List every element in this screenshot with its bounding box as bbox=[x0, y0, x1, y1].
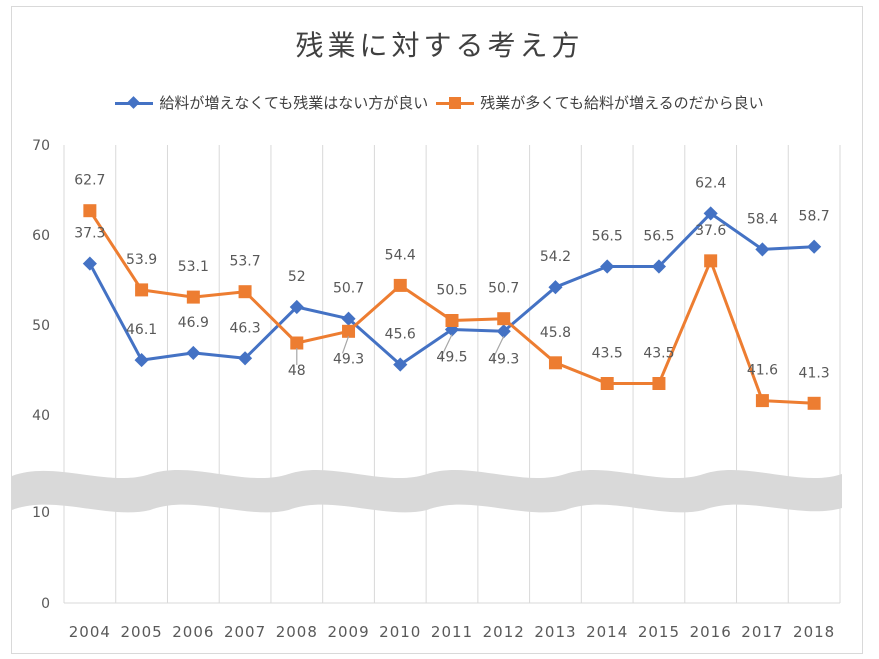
y-tick-label: 40 bbox=[32, 408, 50, 424]
x-tick-label: 2013 bbox=[534, 623, 576, 641]
data-point-marker bbox=[652, 377, 666, 390]
data-label: 41.6 bbox=[747, 363, 778, 379]
data-point-marker bbox=[186, 290, 200, 304]
data-label: 46.9 bbox=[178, 315, 209, 331]
axis-break-band bbox=[12, 469, 842, 513]
data-label: 46.1 bbox=[126, 322, 157, 338]
data-point-marker bbox=[342, 324, 356, 338]
data-label: 56.5 bbox=[592, 229, 623, 245]
x-tick-label: 2018 bbox=[793, 623, 835, 641]
data-label: 53.9 bbox=[126, 252, 157, 268]
data-label: 41.3 bbox=[799, 365, 830, 381]
data-point-marker bbox=[290, 336, 304, 350]
x-tick-label: 2014 bbox=[586, 623, 628, 641]
data-label: 62.4 bbox=[695, 175, 726, 191]
data-point-marker bbox=[445, 314, 459, 327]
data-label: 48 bbox=[288, 363, 306, 379]
data-point-marker bbox=[755, 394, 769, 408]
data-point-marker bbox=[135, 283, 149, 297]
data-point-marker bbox=[83, 204, 97, 218]
data-label: 45.6 bbox=[385, 327, 416, 343]
data-point-marker bbox=[341, 311, 356, 326]
data-label: 53.1 bbox=[178, 259, 209, 275]
legend-label-series-2: 残業が多くても給料が増えるのだから良い bbox=[480, 94, 764, 112]
data-point-marker bbox=[289, 299, 304, 315]
x-tick-label: 2004 bbox=[69, 623, 111, 641]
data-label: 52 bbox=[288, 269, 306, 285]
data-point-marker bbox=[651, 259, 667, 274]
legend-item-series-1: 給料が増えなくても残業はない方が良い bbox=[115, 92, 428, 113]
data-point-marker bbox=[496, 324, 511, 339]
data-label: 49.3 bbox=[488, 351, 519, 367]
data-point-marker bbox=[600, 259, 615, 274]
leader-line bbox=[439, 334, 453, 360]
x-tick-label: 2015 bbox=[638, 623, 680, 641]
data-point-marker bbox=[238, 285, 252, 299]
x-tick-label: 2016 bbox=[690, 623, 732, 641]
data-label: 49.5 bbox=[436, 350, 467, 366]
y-tick-label: 10 bbox=[32, 505, 50, 521]
chart-frame bbox=[11, 6, 863, 654]
data-label: 54.2 bbox=[540, 249, 571, 265]
series-2 bbox=[83, 204, 821, 410]
x-tick-label: 2009 bbox=[327, 623, 369, 641]
series-line bbox=[88, 209, 815, 405]
y-tick-label: 60 bbox=[32, 228, 50, 244]
data-label: 43.5 bbox=[592, 346, 623, 362]
data-point-marker bbox=[186, 345, 201, 360]
legend-label-series-1: 給料が増えなくても残業はない方が良い bbox=[159, 94, 429, 112]
legend-item-series-2: 残業が多くても給料が増えるのだから良い bbox=[436, 92, 764, 113]
data-label: 37.6 bbox=[695, 223, 726, 239]
data-point-marker bbox=[548, 280, 563, 295]
data-point-marker bbox=[134, 353, 149, 368]
data-label: 37.3 bbox=[74, 226, 105, 242]
x-tick-label: 2008 bbox=[276, 623, 318, 641]
data-label: 50.7 bbox=[488, 281, 519, 297]
data-label: 50.7 bbox=[333, 281, 364, 297]
data-point-marker bbox=[704, 254, 718, 268]
x-tick-label: 2006 bbox=[172, 623, 214, 641]
data-label: 54.4 bbox=[385, 247, 416, 263]
data-label: 45.8 bbox=[540, 325, 571, 341]
data-point-marker bbox=[807, 396, 821, 410]
series-1 bbox=[82, 206, 822, 372]
leader-line bbox=[491, 336, 505, 362]
y-tick-label: 0 bbox=[41, 596, 50, 612]
data-point-marker bbox=[548, 356, 562, 370]
chart-title: 残業に対する考え方 bbox=[295, 29, 584, 62]
data-point-marker bbox=[237, 351, 253, 366]
data-point-marker bbox=[807, 239, 822, 254]
x-tick-label: 2005 bbox=[121, 623, 163, 641]
x-tick-label: 2017 bbox=[741, 623, 783, 641]
chart-legend: 給料が増えなくても残業はない方が良い 残業が多くても給料が増えるのだから良い bbox=[0, 92, 879, 113]
x-tick-label: 2007 bbox=[224, 623, 266, 641]
data-label: 58.7 bbox=[799, 209, 830, 225]
data-label: 53.7 bbox=[229, 254, 260, 270]
data-label: 49.3 bbox=[333, 351, 364, 367]
data-label: 43.5 bbox=[643, 346, 674, 362]
y-tick-label: 50 bbox=[32, 318, 50, 334]
x-tick-label: 2011 bbox=[431, 623, 473, 641]
data-label: 62.7 bbox=[74, 173, 105, 189]
data-label: 46.3 bbox=[229, 320, 260, 336]
data-label: 56.5 bbox=[643, 229, 674, 245]
legend-swatch-diamond-icon bbox=[115, 96, 154, 110]
x-tick-label: 2010 bbox=[379, 623, 421, 641]
data-point-marker bbox=[82, 256, 97, 271]
data-point-marker bbox=[755, 242, 770, 257]
y-tick-label: 70 bbox=[32, 138, 50, 154]
legend-swatch-square-icon bbox=[436, 96, 475, 110]
data-point-marker bbox=[393, 357, 408, 372]
data-point-marker bbox=[703, 206, 718, 221]
data-point-marker bbox=[393, 278, 407, 292]
data-point-marker bbox=[497, 312, 511, 326]
x-tick-label: 2012 bbox=[483, 623, 525, 641]
data-point-marker bbox=[600, 377, 614, 390]
data-label: 58.4 bbox=[747, 211, 778, 227]
data-label: 50.5 bbox=[436, 283, 467, 299]
leader-line bbox=[341, 336, 350, 354]
